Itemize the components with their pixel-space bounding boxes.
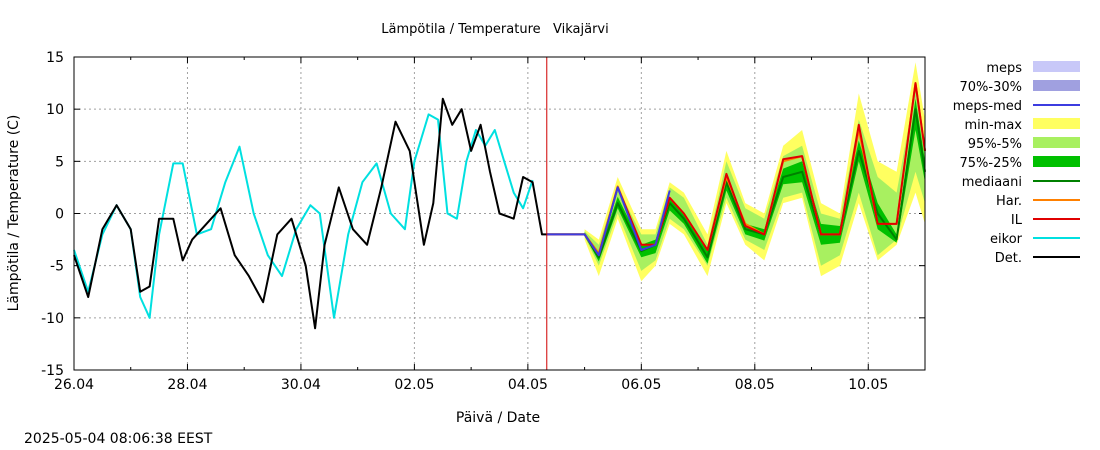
x-tick-label: 26.04: [54, 377, 94, 393]
legend-label: Har.: [996, 194, 1022, 209]
timestamp: 2025-05-04 08:06:38 EEST: [24, 431, 213, 447]
band-95-5-: [584, 88, 925, 271]
legend: meps 70%-30% meps-med min-max 95%-5% 75%-25% m…: [953, 61, 1080, 266]
y-tick-label: 5: [55, 154, 64, 170]
legend-label: Det.: [995, 251, 1022, 266]
y-tick-label: 10: [46, 102, 64, 118]
legend-label: 95%-5%: [968, 137, 1022, 152]
x-tick-label: 08.05: [735, 377, 775, 393]
series-meps-med: [546, 186, 671, 257]
x-tick-label: 04.05: [508, 377, 548, 393]
y-tick-label: -10: [41, 311, 64, 327]
x-axis-label: Päivä / Date: [456, 410, 540, 426]
legend-label: meps: [986, 61, 1022, 76]
series-eikor: [73, 113, 534, 319]
x-tick-label: 28.04: [167, 377, 207, 393]
y-tick-label: -5: [50, 259, 64, 275]
y-axis-label: Lämpötila / Temperature (C): [6, 115, 22, 312]
legend-swatch: [1033, 118, 1080, 129]
series-det-: [73, 97, 547, 330]
y-tick-labels: -15 -10 -5 0 5 10 15: [41, 50, 64, 379]
series-lines: [73, 82, 926, 330]
grid: [73, 56, 925, 371]
legend-swatch: [1033, 61, 1080, 72]
x-tick-label: 06.05: [621, 377, 661, 393]
y-tick-label: -15: [41, 363, 64, 379]
legend-label: meps-med: [953, 99, 1022, 114]
legend-swatch: [1033, 80, 1080, 91]
plot-frame: [73, 56, 926, 371]
x-tick-label: 30.04: [281, 377, 321, 393]
chart-title: Lämpötila / Temperature Vikajärvi: [381, 22, 608, 37]
forecast-bands: [584, 62, 925, 282]
legend-label: mediaani: [962, 175, 1022, 190]
y-tick-label: 0: [55, 207, 64, 223]
legend-swatch: [1033, 156, 1080, 167]
legend-label: 75%-25%: [960, 156, 1022, 171]
legend-label: 70%-30%: [960, 80, 1022, 95]
legend-label: eikor: [990, 232, 1023, 247]
x-tick-label: 10.05: [848, 377, 888, 393]
legend-swatch: [1033, 137, 1080, 148]
x-tick-labels: 26.04 28.04 30.04 02.05 04.05 06.05 08.05 10.05: [54, 377, 888, 393]
x-tick-label: 02.05: [394, 377, 434, 393]
legend-label: min-max: [964, 118, 1022, 133]
legend-label: IL: [1011, 213, 1023, 228]
y-tick-label: 15: [46, 50, 64, 66]
